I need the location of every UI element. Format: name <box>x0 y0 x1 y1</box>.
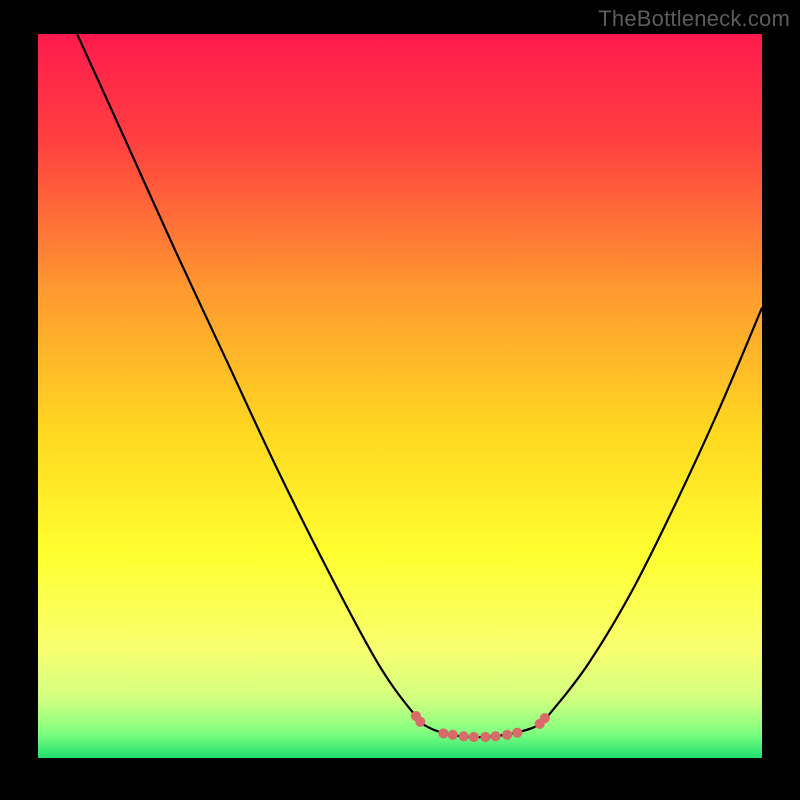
watermark-text: TheBottleneck.com <box>598 6 790 32</box>
plot-area <box>38 34 762 766</box>
gradient-background <box>38 34 762 758</box>
chart-frame: TheBottleneck.com <box>0 0 800 800</box>
